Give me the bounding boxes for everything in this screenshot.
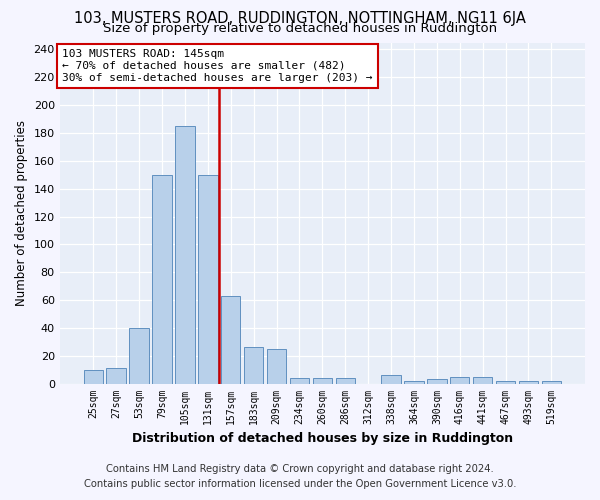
Text: 103 MUSTERS ROAD: 145sqm
← 70% of detached houses are smaller (482)
30% of semi-: 103 MUSTERS ROAD: 145sqm ← 70% of detach… — [62, 50, 373, 82]
Bar — [496, 381, 515, 384]
Bar — [106, 368, 126, 384]
Bar — [290, 378, 309, 384]
Text: Size of property relative to detached houses in Ruddington: Size of property relative to detached ho… — [103, 22, 497, 35]
Bar — [152, 174, 172, 384]
Bar — [244, 348, 263, 384]
Bar — [450, 376, 469, 384]
Bar — [267, 349, 286, 384]
Bar — [382, 375, 401, 384]
Text: Contains HM Land Registry data © Crown copyright and database right 2024.
Contai: Contains HM Land Registry data © Crown c… — [84, 464, 516, 489]
Bar — [542, 381, 561, 384]
X-axis label: Distribution of detached houses by size in Ruddington: Distribution of detached houses by size … — [132, 432, 513, 445]
Text: 103, MUSTERS ROAD, RUDDINGTON, NOTTINGHAM, NG11 6JA: 103, MUSTERS ROAD, RUDDINGTON, NOTTINGHA… — [74, 11, 526, 26]
Bar — [175, 126, 194, 384]
Bar — [198, 174, 218, 384]
Bar — [221, 296, 241, 384]
Bar — [313, 378, 332, 384]
Bar — [83, 370, 103, 384]
Bar — [404, 381, 424, 384]
Y-axis label: Number of detached properties: Number of detached properties — [15, 120, 28, 306]
Bar — [130, 328, 149, 384]
Bar — [427, 380, 446, 384]
Bar — [519, 381, 538, 384]
Bar — [473, 376, 493, 384]
Bar — [335, 378, 355, 384]
